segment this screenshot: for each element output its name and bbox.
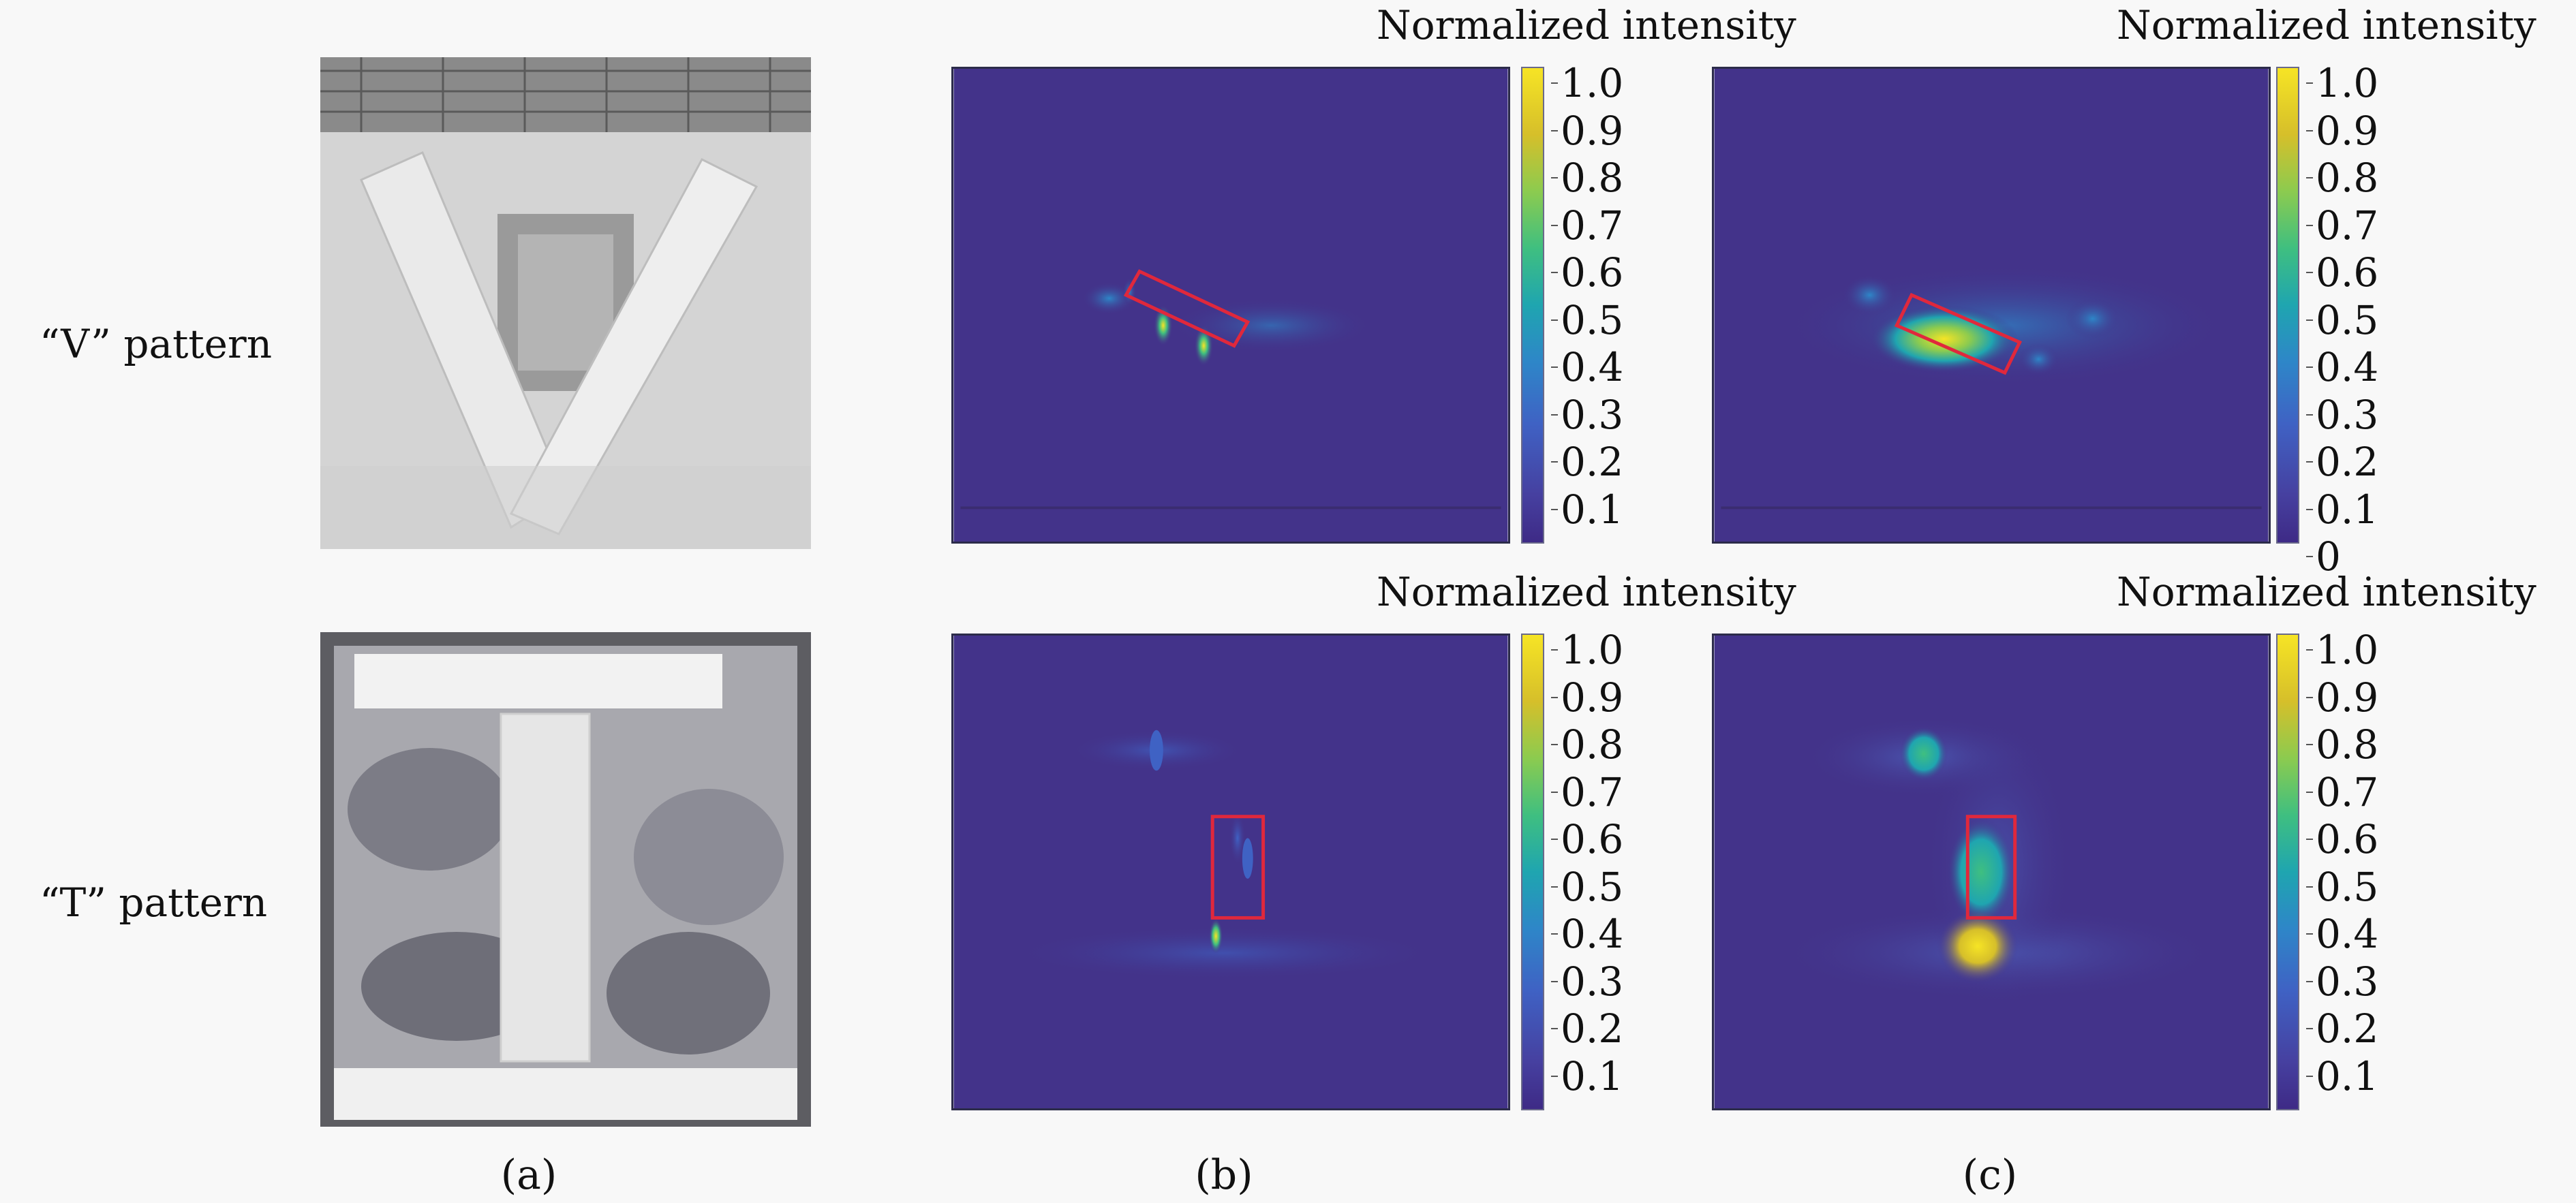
colorbar-tick-label: 1.0 [1550,60,1624,106]
colorbar-tick-label: 0.2 [1550,1005,1624,1052]
colorbar-tick-label: 0.4 [2305,344,2379,390]
colorbar-tick-label: 1.0 [1550,627,1624,673]
colorbar-tick-label: 0.1 [1550,1052,1624,1099]
photo-v-pattern [320,57,811,549]
colorbar-tick-label: 0.5 [1550,296,1624,343]
colorbar-tick-label: 0.3 [2305,391,2379,438]
colorbar-title: Normalized intensity [2117,2,2536,48]
colorbar-tick-label: 0.1 [2305,486,2379,533]
colorbar-tick-label: 0.6 [2305,249,2379,296]
panel-label-a: (a) [500,1151,557,1199]
colorbar-tick-label: 1.0 [2305,60,2379,106]
colorbar-tick-label: 0.4 [1550,911,1624,957]
colorbar-tick-label: 0.2 [1550,439,1624,485]
colorbar-tick-label: 0.9 [2305,107,2379,154]
colorbar-tick-label: 0 [2306,533,2341,580]
colorbar-tick-label: 0.3 [1550,391,1624,438]
colorbar-tick-label: 0.2 [2305,439,2379,485]
colorbar-tick-label: 0.8 [1550,721,1624,768]
colorbar-tick-label: 0.9 [1550,107,1624,154]
colorbar-tick-label: 0.3 [2305,958,2379,1005]
colorbar-tick-label: 0.5 [2305,863,2379,910]
colorbar [2276,67,2299,544]
panel-label-c: (c) [1962,1151,2018,1199]
colorbar-tick-label: 0.4 [2305,911,2379,957]
heatmap-t-c [1712,634,2271,1110]
colorbar-tick-label: 0.7 [1550,768,1624,815]
colorbar-tick-label: 1.0 [2305,627,2379,673]
colorbar-title: Normalized intensity [2117,569,2536,615]
colorbar-tick-label: 0.7 [1550,202,1624,249]
colorbar-tick-label: 0.8 [2305,721,2379,768]
photo-t-pattern [320,632,811,1127]
colorbar-tick-label: 0.8 [2305,155,2379,201]
panel-label-b: (b) [1195,1151,1253,1199]
colorbar-tick-label: 0.6 [2305,816,2379,862]
colorbar [2276,634,2299,1110]
colorbar-tick-label: 0.8 [1550,155,1624,201]
colorbar-tick-label: 0.1 [1550,486,1624,533]
row-label-v-pattern: “V” pattern [40,321,273,367]
colorbar-title: Normalized intensity [1377,2,1796,48]
colorbar-tick-label: 0.5 [2305,296,2379,343]
colorbar-tick-label: 0.7 [2305,768,2379,815]
colorbar-tick-label: 0.4 [1550,344,1624,390]
row-label-t-pattern: “T” pattern [40,879,268,926]
colorbar-tick-label: 0.5 [1550,863,1624,910]
heatmap-v-b [951,67,1510,544]
colorbar-tick-label: 0.1 [2305,1052,2379,1099]
colorbar-tick-label: 0.3 [1550,958,1624,1005]
colorbar [1521,634,1544,1110]
colorbar-tick-label: 0.6 [1550,249,1624,296]
heatmap-v-c [1712,67,2271,544]
heatmap-t-b [951,634,1510,1110]
colorbar [1521,67,1544,544]
colorbar-tick-label: 0.2 [2305,1005,2379,1052]
colorbar-tick-label: 0.9 [1550,674,1624,721]
colorbar-tick-label: 0.6 [1550,816,1624,862]
colorbar-tick-label: 0.9 [2305,674,2379,721]
colorbar-tick-label: 0.7 [2305,202,2379,249]
colorbar-title: Normalized intensity [1377,569,1796,615]
